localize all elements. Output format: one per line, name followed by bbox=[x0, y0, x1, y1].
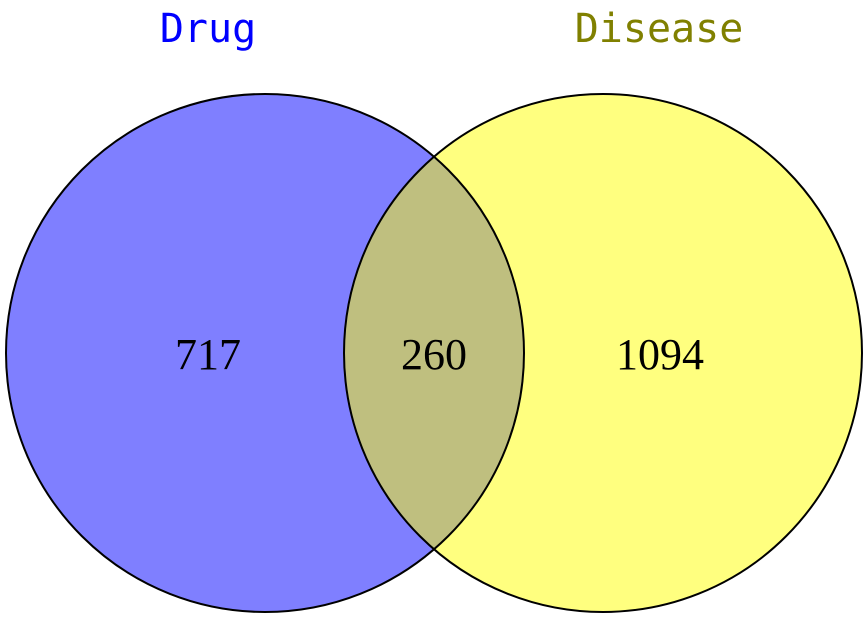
drug-set-title: Drug bbox=[160, 6, 256, 52]
intersection-region bbox=[344, 94, 524, 612]
intersection-count: 260 bbox=[401, 330, 467, 379]
disease-only-count: 1094 bbox=[616, 330, 704, 379]
disease-set-title: Disease bbox=[575, 6, 744, 52]
drug-only-count: 717 bbox=[175, 330, 241, 379]
disease-set-outline bbox=[343, 93, 863, 613]
drug-set-outline bbox=[5, 93, 525, 613]
